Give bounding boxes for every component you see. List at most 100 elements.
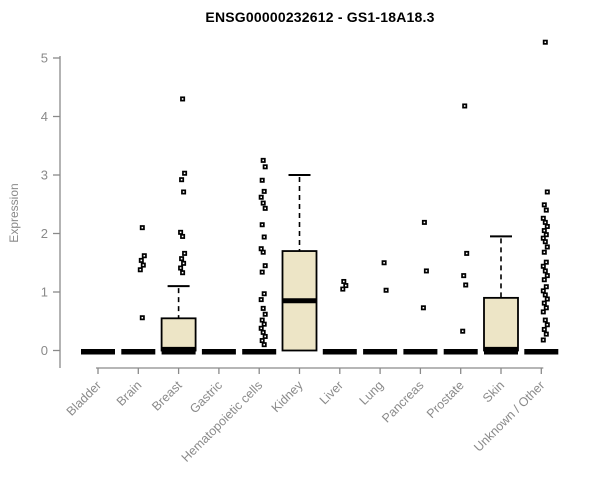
outlier-point-center — [180, 178, 183, 181]
outlier-point-center — [544, 319, 547, 321]
outlier-point-center — [545, 306, 548, 309]
outlier-point-center — [180, 257, 183, 260]
outlier-point-center — [139, 268, 142, 271]
outlier-point-center — [543, 251, 546, 254]
outlier-point-center — [425, 270, 428, 272]
outlier-point-center — [544, 41, 547, 44]
zero-bar-gastric — [201, 349, 236, 355]
outlier-point-center — [182, 191, 185, 193]
x-tick-label-unknown-other: Unknown / Other — [471, 378, 547, 454]
outlier-point-center — [263, 343, 265, 346]
outlier-point-center — [264, 313, 266, 316]
outlier-point-center — [545, 285, 548, 288]
outlier-point-center — [261, 271, 263, 273]
outlier-point-center — [462, 274, 465, 277]
outlier-point-center — [546, 246, 549, 248]
outlier-point-center — [544, 240, 547, 243]
outlier-point-center — [545, 209, 548, 211]
outlier-point-center — [183, 172, 186, 175]
zero-bar-skin — [484, 349, 518, 355]
x-tick-label-brain: Brain — [114, 378, 145, 409]
outlier-point-center — [543, 328, 546, 331]
x-tick-label-pancreas: Pancreas — [379, 378, 426, 425]
outlier-point-center — [182, 262, 185, 265]
outlier-point-center — [141, 226, 144, 229]
outlier-point-center — [463, 105, 466, 107]
outlier-point-center — [542, 265, 545, 268]
outlier-point-center — [545, 261, 548, 263]
box-skin — [483, 296, 519, 352]
outlier-point-center — [542, 311, 545, 313]
outlier-point-center — [263, 236, 265, 238]
outlier-point-center — [542, 339, 545, 341]
outlier-point-center — [546, 225, 549, 228]
outlier-point-center — [140, 259, 143, 262]
x-tick-label-gastric: Gastric — [187, 378, 225, 416]
outlier-point-center — [543, 302, 546, 304]
zero-bar-pancreas — [403, 349, 438, 355]
outlier-point-center — [263, 323, 265, 325]
y-tick-label: 4 — [41, 109, 48, 124]
x-tick-label-breast: Breast — [149, 378, 185, 414]
x-tick-label-liver: Liver — [317, 378, 346, 407]
outlier-point-center — [183, 252, 186, 255]
outlier-point-center — [261, 339, 263, 342]
outlier-point-center — [261, 223, 263, 226]
box-breast — [160, 317, 197, 352]
outlier-point-center — [264, 335, 266, 338]
outlier-point-center — [465, 252, 468, 255]
zero-bar-breast — [161, 349, 196, 355]
zero-bar-hematopoietic-cells — [242, 349, 277, 355]
outlier-point-center — [181, 271, 184, 274]
outlier-point-center — [543, 204, 546, 206]
zero-bar-liver — [322, 349, 357, 355]
outlier-point-center — [264, 207, 266, 210]
outlier-point-center — [345, 284, 347, 287]
outlier-point-center — [143, 254, 146, 257]
outlier-point-center — [260, 196, 262, 199]
outlier-point-center — [141, 316, 144, 319]
outlier-point-center — [261, 179, 263, 182]
outlier-point-center — [464, 284, 467, 286]
outlier-point-center — [179, 267, 182, 269]
y-tick-label: 5 — [41, 51, 48, 66]
outlier-point-center — [542, 237, 545, 239]
outlier-point-center — [179, 231, 182, 234]
x-tick-label-bladder: Bladder — [64, 378, 104, 418]
x-tick-label-prostate: Prostate — [424, 378, 467, 421]
outlier-point-center — [545, 233, 548, 236]
outlier-point-center — [423, 221, 426, 224]
outlier-point-center — [542, 290, 545, 292]
outlier-point-center — [546, 298, 549, 300]
outlier-point-center — [263, 292, 265, 295]
x-tick-label-skin: Skin — [480, 378, 507, 405]
outlier-point-center — [264, 264, 266, 267]
x-tick-label-hematopoietic-cells: Hematopoietic cells — [179, 378, 266, 465]
zero-bar-unknown-other — [524, 349, 559, 355]
outlier-point-center — [181, 235, 184, 238]
outlier-point-center — [142, 264, 145, 266]
outlier-point-center — [546, 191, 549, 193]
outlier-point-center — [181, 98, 184, 100]
x-tick-label-kidney: Kidney — [269, 378, 306, 415]
zero-bar-bladder — [81, 349, 115, 355]
outlier-point-center — [260, 298, 262, 301]
outlier-point-center — [262, 307, 264, 310]
outlier-point-center — [263, 190, 265, 193]
outlier-point-center — [543, 278, 546, 281]
y-tick-label: 0 — [41, 343, 48, 358]
outlier-point-center — [542, 217, 545, 220]
outlier-point-center — [543, 229, 546, 232]
outlier-point-center — [262, 202, 264, 204]
y-tick-label: 1 — [41, 285, 48, 300]
outlier-point-center — [422, 306, 425, 309]
zero-bar-prostate — [443, 349, 478, 355]
y-tick-label: 3 — [41, 168, 48, 183]
outlier-point-center — [261, 319, 263, 321]
outlier-point-center — [546, 323, 549, 326]
outlier-point-center — [545, 333, 548, 335]
outlier-point-center — [342, 288, 344, 290]
outlier-point-center — [546, 274, 549, 277]
